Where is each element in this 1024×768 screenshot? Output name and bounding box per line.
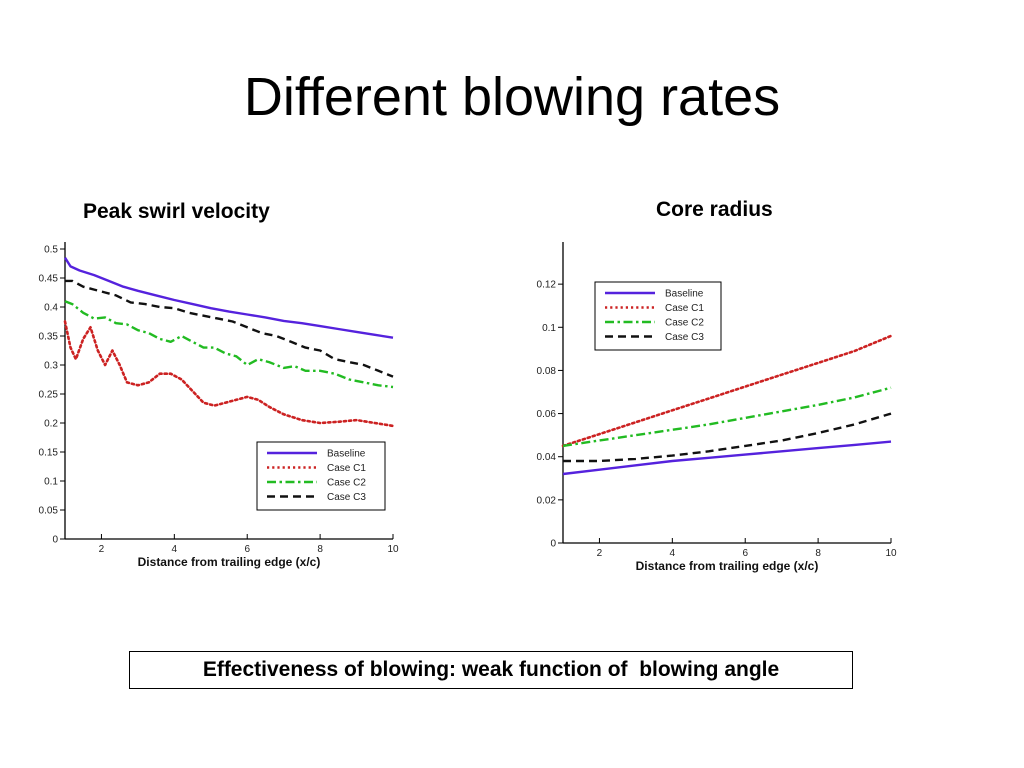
swirl-y-tick-label: 0.35 bbox=[39, 332, 59, 343]
swirl-series-case-c2 bbox=[64, 300, 394, 389]
swirl-series-case-c3 bbox=[65, 279, 394, 378]
radius-x-tick-label: 8 bbox=[815, 548, 821, 559]
radius-y-tick-label: 0.1 bbox=[542, 323, 556, 334]
swirl-y-tick-label: 0.45 bbox=[39, 274, 59, 285]
radius-y-tick-label: 0.04 bbox=[537, 452, 557, 463]
radius-legend-label-baseline: Baseline bbox=[665, 289, 704, 300]
radius-series-case-c1 bbox=[561, 334, 893, 448]
radius-legend-label-case-c1: Case C1 bbox=[665, 303, 704, 314]
radius-legend-label-case-c3: Case C3 bbox=[665, 332, 704, 343]
swirl-x-tick-label: 2 bbox=[99, 544, 105, 555]
swirl-y-tick-label: 0.4 bbox=[44, 303, 58, 314]
radius-series-case-c3 bbox=[563, 412, 892, 463]
swirl-legend-label-case-c1: Case C1 bbox=[327, 463, 366, 474]
radius-y-tick-label: 0.12 bbox=[537, 280, 557, 291]
swirl-x-tick-label: 10 bbox=[387, 544, 399, 555]
radius-y-tick-label: 0.06 bbox=[537, 409, 557, 420]
swirl-y-tick-label: 0.05 bbox=[39, 506, 59, 517]
swirl-y-tick-label: 0.5 bbox=[44, 245, 58, 256]
swirl-series-case-c1 bbox=[63, 320, 395, 428]
core-radius-chart-title: Core radius bbox=[656, 198, 773, 221]
peak-swirl-chart-title: Peak swirl velocity bbox=[83, 200, 270, 223]
swirl-y-tick-label: 0.3 bbox=[44, 361, 58, 372]
swirl-y-tick-label: 0.1 bbox=[44, 477, 58, 488]
radius-y-tick-label: 0.02 bbox=[537, 495, 557, 506]
swirl-x-tick-label: 4 bbox=[172, 544, 178, 555]
swirl-y-tick-label: 0.25 bbox=[39, 390, 59, 401]
swirl-x-tick-label: 8 bbox=[317, 544, 323, 555]
radius-y-tick-label: 0 bbox=[550, 539, 556, 550]
radius-series-case-c2 bbox=[562, 386, 892, 448]
radius-x-tick-label: 4 bbox=[670, 548, 676, 559]
swirl-y-tick-label: 0 bbox=[52, 535, 58, 546]
core-radius-chart: 0 0.02 0.04 0.06 0.08 0.1 0.12 2 4 6 8 10 Distance f… bbox=[537, 242, 897, 573]
swirl-legend-label-case-c2: Case C2 bbox=[327, 478, 366, 489]
slide-title: Different blowing rates bbox=[243, 67, 781, 127]
radius-x-tick-label: 6 bbox=[742, 548, 748, 559]
swirl-series-baseline bbox=[63, 257, 394, 339]
swirl-y-tick-label: 0.15 bbox=[39, 448, 59, 459]
swirl-x-tick-label: 6 bbox=[244, 544, 250, 555]
swirl-legend-label-baseline: Baseline bbox=[327, 449, 366, 460]
swirl-legend-label-case-c3: Case C3 bbox=[327, 492, 366, 503]
conclusion-box: Effectiveness of blowing: weak function … bbox=[129, 651, 853, 689]
radius-x-tick-label: 10 bbox=[885, 548, 897, 559]
radius-x-axis-title: Distance from trailing edge (x/c) bbox=[636, 559, 819, 573]
radius-legend-label-case-c2: Case C2 bbox=[665, 318, 704, 329]
swirl-y-tick-label: 0.2 bbox=[44, 419, 58, 430]
radius-y-tick-label: 0.08 bbox=[537, 366, 557, 377]
radius-series-baseline bbox=[562, 440, 892, 476]
swirl-x-axis-title: Distance from trailing edge (x/c) bbox=[138, 555, 321, 569]
peak-swirl-velocity-chart: 0 0.05 0.1 0.15 0.2 0.25 0.3 0.35 0.4 0.45 0.5 2 4 6 8… bbox=[39, 242, 399, 569]
radius-x-tick-label: 2 bbox=[597, 548, 603, 559]
